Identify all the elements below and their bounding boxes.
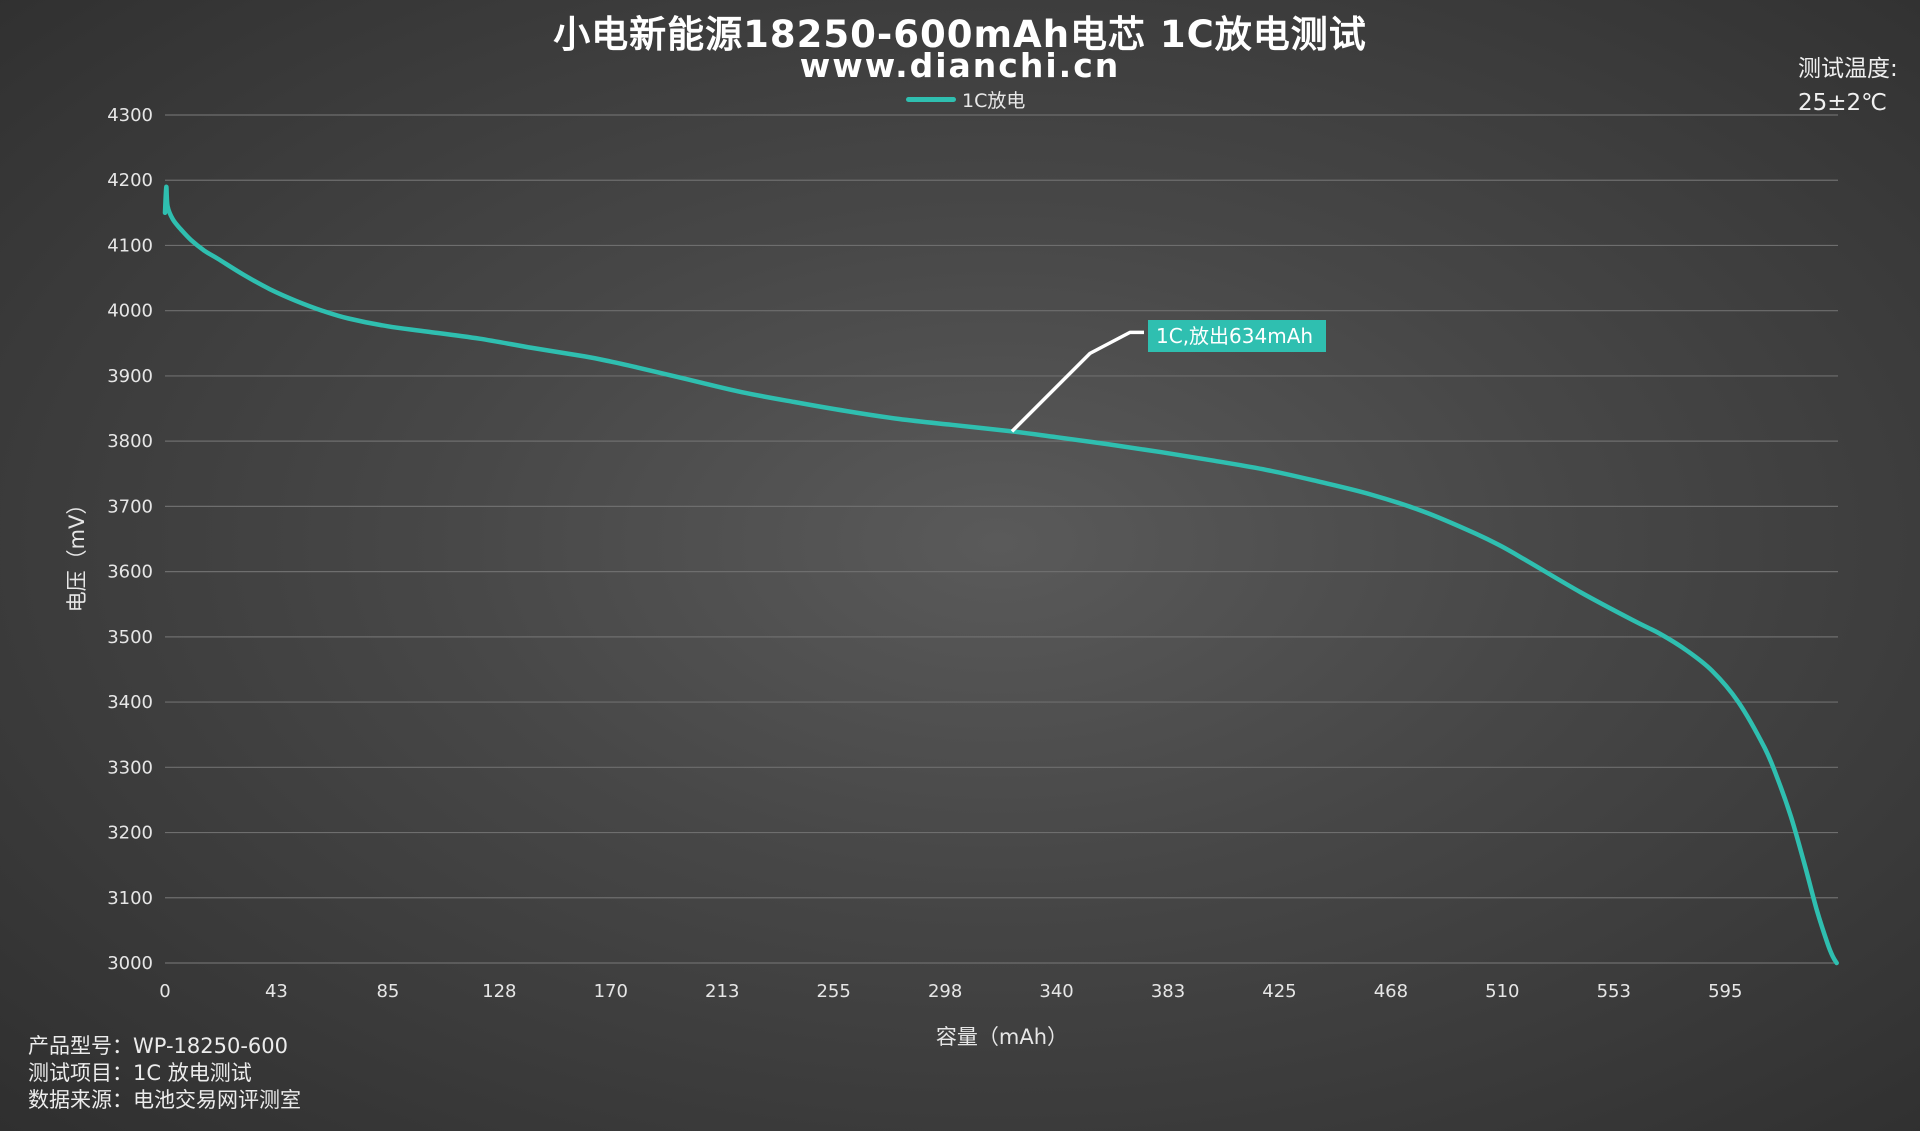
x-tick-label: 425 xyxy=(1262,981,1296,1002)
y-tick-label: 3800 xyxy=(107,431,153,452)
chart-title: 小电新能源18250-600mAh电芯 1C放电测试 xyxy=(553,13,1367,56)
y-tick-label: 4000 xyxy=(107,301,153,322)
annotation-leader-line xyxy=(1010,330,1144,433)
annotation-label: 1C,放出634mAh xyxy=(1156,324,1313,348)
y-tick-label: 3400 xyxy=(107,692,153,713)
test-temperature: 测试温度: 25±2℃ xyxy=(1798,52,1898,120)
x-axis-title: 容量（mAh） xyxy=(936,1025,1068,1049)
y-tick-label: 4200 xyxy=(107,170,153,191)
y-tick-label: 3700 xyxy=(107,496,153,517)
footer-notes: 产品型号：WP-18250-600 测试项目：1C 放电测试 数据来源：电池交易… xyxy=(28,1033,301,1114)
x-tick-label: 128 xyxy=(482,981,516,1002)
y-tick-label: 4300 xyxy=(107,105,153,126)
legend-swatch xyxy=(906,96,956,102)
x-tick-label: 553 xyxy=(1597,981,1631,1002)
y-tick-label: 3500 xyxy=(107,627,153,648)
y-tick-label: 4100 xyxy=(107,235,153,256)
y-tick-label: 3100 xyxy=(107,888,153,909)
chart-subtitle: www.dianchi.cn xyxy=(799,46,1121,85)
y-tick-label: 3300 xyxy=(107,757,153,778)
y-tick-label: 3600 xyxy=(107,562,153,583)
x-axis-ticks: 0 43 85 128 170 213 255 298 340 383 425 468 510 553 59… xyxy=(159,981,1742,1002)
y-tick-label: 3900 xyxy=(107,366,153,387)
chart-legend: 1C放电 xyxy=(906,86,1025,112)
x-tick-label: 383 xyxy=(1151,981,1185,1002)
y-axis-title: 电压（mV） xyxy=(65,494,89,613)
x-tick-label: 85 xyxy=(376,981,399,1002)
x-tick-label: 595 xyxy=(1708,981,1742,1002)
series-line-1c-discharge xyxy=(162,184,1839,966)
x-tick-label: 213 xyxy=(705,981,739,1002)
x-tick-label: 468 xyxy=(1374,981,1408,1002)
y-tick-label: 3200 xyxy=(107,823,153,844)
footer-data-source: 数据来源：电池交易网评测室 xyxy=(28,1088,301,1112)
x-tick-label: 170 xyxy=(594,981,628,1002)
legend-label: 1C放电 xyxy=(962,89,1026,112)
footer-test-item: 测试项目：1C 放电测试 xyxy=(28,1061,252,1085)
x-tick-label: 340 xyxy=(1039,981,1073,1002)
y-tick-label: 3000 xyxy=(107,953,153,974)
y-axis-ticks: 3000 3100 3200 3300 3400 3500 3600 3700 3800 3900… xyxy=(107,105,153,974)
annotation-box xyxy=(1148,320,1326,352)
temperature-value: 25±2℃ xyxy=(1798,90,1888,116)
footer-product-model: 产品型号：WP-18250-600 xyxy=(28,1034,289,1058)
x-tick-label: 0 xyxy=(159,981,170,1002)
temperature-label: 测试温度: xyxy=(1798,56,1898,82)
grid-lines xyxy=(165,114,1838,964)
x-tick-label: 255 xyxy=(816,981,850,1002)
x-tick-label: 510 xyxy=(1485,981,1519,1002)
x-tick-label: 298 xyxy=(928,981,962,1002)
x-tick-label: 43 xyxy=(265,981,288,1002)
